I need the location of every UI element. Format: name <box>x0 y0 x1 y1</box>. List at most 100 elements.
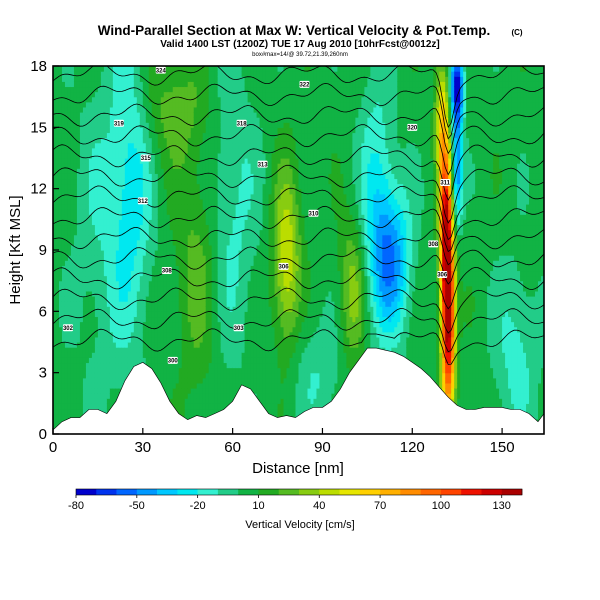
velocity-cell <box>127 81 132 88</box>
velocity-cell <box>181 178 186 185</box>
velocity-cell <box>58 352 63 358</box>
velocity-cell <box>151 290 156 297</box>
velocity-cell <box>145 122 150 128</box>
velocity-cell <box>58 158 63 164</box>
velocity-cell <box>187 398 192 404</box>
velocity-cell <box>169 173 174 180</box>
velocity-cell <box>199 173 204 180</box>
velocity-cell <box>100 388 105 394</box>
velocity-cell <box>64 101 69 108</box>
velocity-cell <box>145 265 150 272</box>
velocity-cell <box>58 326 63 333</box>
velocity-cell <box>73 163 78 169</box>
velocity-cell <box>109 147 114 154</box>
velocity-cell <box>187 219 192 226</box>
velocity-cell <box>53 168 57 174</box>
velocity-cell <box>175 178 180 185</box>
velocity-cell <box>82 71 87 77</box>
velocity-cell <box>70 250 75 256</box>
velocity-cell <box>91 352 96 358</box>
velocity-cell <box>94 81 99 88</box>
velocity-cell <box>181 367 186 374</box>
velocity-cell <box>145 296 150 302</box>
velocity-cell <box>193 193 198 200</box>
velocity-cell <box>193 260 198 266</box>
velocity-cell <box>130 326 135 333</box>
velocity-cell <box>64 142 69 149</box>
velocity-cell <box>109 377 114 384</box>
velocity-cell <box>109 81 114 88</box>
velocity-cell <box>94 357 99 364</box>
velocity-cell <box>199 163 204 169</box>
velocity-cell <box>88 117 93 123</box>
velocity-cell <box>160 296 165 302</box>
velocity-cell <box>106 71 111 77</box>
velocity-cell <box>202 301 207 307</box>
velocity-cell <box>154 96 159 103</box>
velocity-cell <box>53 316 57 323</box>
velocity-cell <box>190 388 195 394</box>
velocity-cell <box>154 306 159 312</box>
velocity-cell <box>193 142 198 149</box>
velocity-cell <box>181 408 186 415</box>
velocity-cell <box>148 91 153 98</box>
velocity-cell <box>58 377 63 384</box>
velocity-cell <box>160 331 165 338</box>
velocity-cell <box>190 188 195 195</box>
velocity-cell <box>76 382 81 389</box>
velocity-cell <box>148 362 153 369</box>
velocity-cell <box>139 255 144 261</box>
velocity-cell <box>70 168 75 174</box>
velocity-cell <box>187 336 192 343</box>
velocity-cell <box>145 301 150 307</box>
velocity-cell <box>61 270 66 277</box>
velocity-cell <box>142 234 147 241</box>
velocity-cell <box>145 76 150 82</box>
velocity-cell <box>193 270 198 277</box>
velocity-cell <box>53 285 57 292</box>
velocity-cell <box>115 280 120 287</box>
velocity-cell <box>172 117 177 123</box>
velocity-cell <box>127 204 132 210</box>
velocity-cell <box>163 280 168 287</box>
velocity-cell <box>154 347 159 353</box>
velocity-cell <box>148 275 153 282</box>
velocity-cell <box>112 183 117 190</box>
velocity-cell <box>109 168 114 174</box>
velocity-cell <box>55 198 60 205</box>
velocity-cell <box>127 132 132 139</box>
velocity-cell <box>55 106 60 113</box>
velocity-cell <box>112 301 117 307</box>
velocity-cell <box>76 163 81 169</box>
velocity-cell <box>58 336 63 343</box>
velocity-cell <box>79 336 84 343</box>
velocity-cell <box>106 147 111 154</box>
velocity-cell <box>160 311 165 318</box>
velocity-cell <box>184 388 189 394</box>
velocity-cell <box>91 193 96 200</box>
velocity-cell <box>79 357 84 364</box>
velocity-cell <box>172 316 177 323</box>
velocity-cell <box>73 198 78 205</box>
velocity-cell <box>172 106 177 113</box>
velocity-cell <box>199 403 204 410</box>
velocity-cell <box>190 214 195 220</box>
velocity-cell <box>154 137 159 144</box>
velocity-cell <box>88 342 93 348</box>
velocity-cell <box>136 81 141 88</box>
velocity-cell <box>190 132 195 139</box>
velocity-cell <box>187 326 192 333</box>
velocity-cell <box>53 81 57 88</box>
velocity-cell <box>139 112 144 118</box>
velocity-cell <box>79 183 84 190</box>
velocity-cell <box>103 255 108 261</box>
velocity-cell <box>166 362 171 369</box>
velocity-cell <box>106 306 111 312</box>
velocity-cell <box>139 168 144 174</box>
velocity-cell <box>151 255 156 261</box>
velocity-cell <box>70 234 75 241</box>
velocity-cell <box>124 250 129 256</box>
velocity-cell <box>106 285 111 292</box>
velocity-cell <box>112 367 117 374</box>
velocity-cell <box>106 260 111 266</box>
